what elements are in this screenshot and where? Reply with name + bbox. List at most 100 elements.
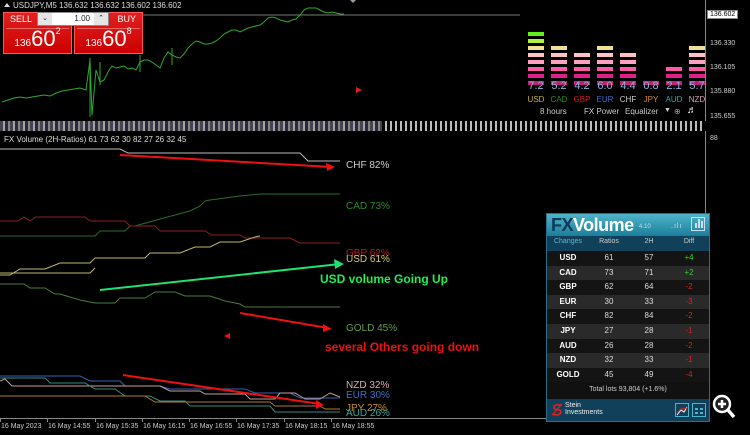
equalizer-currency-chf: CHF <box>619 95 637 104</box>
cell-h2: 71 <box>644 267 654 277</box>
sound-icon[interactable]: ♬ <box>687 105 697 116</box>
lot-size-input[interactable]: 1.00 <box>74 14 90 23</box>
fx-power-equalizer: 7.2 USD 5.2 CAD 4.2 GBP 6.0 EUR 4.4 CHF 0.8 JPY 2.1 A… <box>519 12 706 120</box>
equalizer-currency-nzd: NZD <box>688 95 706 104</box>
equalizer-segment <box>665 66 683 72</box>
equalizer-segment <box>596 52 614 58</box>
equalizer-value-jpy: 0.8 <box>643 80 659 92</box>
fx-volume-panel: FXVolume 4.10 .ılı Changes Ratios 2H Dif… <box>546 213 710 422</box>
equalizer-value-chf: 4.4 <box>620 80 636 92</box>
chevron-down-icon[interactable]: ⌄ <box>38 13 52 25</box>
table-row[interactable]: CHF 82 84 -2 <box>547 309 709 324</box>
trend-chart-icon[interactable] <box>675 403 689 417</box>
volume-ratio-lines <box>0 148 344 413</box>
equalizer-segment <box>596 80 614 86</box>
equalizer-segment <box>596 66 614 72</box>
chf-label: CHF 82% <box>346 160 390 171</box>
price-axis: 136.602 136.330 136.105 135.880 135.655 <box>705 0 750 121</box>
chevron-up-icon[interactable]: ⌃ <box>94 13 108 25</box>
equalizer-segment <box>619 73 637 79</box>
equalizer-segment <box>527 31 545 37</box>
cell-currency: JPY <box>560 326 576 335</box>
equalizer-segment <box>596 45 614 51</box>
dropdown-arrow-icon[interactable]: ▼ <box>664 107 671 114</box>
equalizer-value-usd: 7.2 <box>528 80 544 92</box>
equalizer-bar-cad <box>550 44 568 86</box>
nzd-label: NZD 32% <box>346 380 390 391</box>
table-row[interactable]: EUR 30 33 -3 <box>547 294 709 310</box>
crosshair-icon[interactable]: ⊕ <box>674 107 681 116</box>
cell-h2: 28 <box>644 326 654 335</box>
divider <box>6 28 69 29</box>
equalizer-segment <box>550 80 568 86</box>
equalizer-segment <box>619 66 637 72</box>
table-row[interactable]: JPY 27 28 -1 <box>547 324 709 339</box>
table-row[interactable]: AUD 26 28 -2 <box>547 338 709 354</box>
equalizer-value-aud: 2.1 <box>666 80 682 92</box>
collapse-triangle-icon[interactable] <box>4 3 10 7</box>
cell-h2: 84 <box>644 311 654 321</box>
equalizer-currency-eur: EUR <box>596 95 614 104</box>
equalizer-segment <box>665 73 683 79</box>
cell-ratio: 73 <box>604 267 614 277</box>
cell-h2: 49 <box>644 369 654 379</box>
fx-volume-indicator-pane[interactable]: CHF 82% CAD 73% GBP 62% USD 61% GOLD 45%… <box>0 131 705 419</box>
equalizer-segment <box>688 52 706 58</box>
equalizer-currency-jpy: JPY <box>643 95 659 104</box>
buy-label: BUY <box>117 14 136 24</box>
table-row[interactable]: CAD 73 71 +2 <box>547 265 709 281</box>
equalizer-segment <box>688 73 706 79</box>
zoom-in-icon[interactable] <box>712 394 736 420</box>
fx-volume-header: FXVolume 4.10 .ılı <box>547 214 709 236</box>
equalizer-segment <box>573 59 591 65</box>
annotation-others-down: several Others going down <box>325 340 480 354</box>
lot-size-stepper[interactable]: ⌄ 1.00 ⌃ <box>37 12 109 26</box>
equalizer-segment <box>619 59 637 65</box>
version-label: 4.10 <box>639 224 651 230</box>
fx-volume-footer: Stein Investments <box>547 399 709 421</box>
bar-chart-icon[interactable] <box>691 217 705 231</box>
equalizer-currency-cad: CAD <box>550 95 568 104</box>
cell-currency: CHF <box>559 311 577 321</box>
equalizer-bar-gbp <box>573 51 591 86</box>
indicator-axis: 88 <box>705 131 750 418</box>
equalizer-segment <box>619 52 637 58</box>
equalizer-currency-aud: AUD <box>665 95 683 104</box>
view-selector[interactable]: Equalizer <box>625 107 659 116</box>
jpy-label: JPY 27% <box>346 403 387 414</box>
cell-currency: GBP <box>559 282 577 292</box>
table-row[interactable]: NZD 32 33 -1 <box>547 353 709 368</box>
pane-separator[interactable] <box>0 121 705 131</box>
one-click-trading-panel: SELL 136602 BUY 136608 ⌄ 1.00 ⌃ <box>3 12 143 54</box>
equalizer-segment <box>688 59 706 65</box>
gbp-label: GBP 62% <box>346 248 390 259</box>
equalizer-segment <box>688 66 706 72</box>
table-row[interactable]: USD 61 57 +4 <box>547 251 709 266</box>
equalizer-segment <box>527 52 545 58</box>
total-lots: Total lots 93,804 (+1.6%) <box>589 386 667 393</box>
divider <box>77 28 140 29</box>
table-header: Changes Ratios 2H Diff <box>547 236 709 251</box>
period-selector[interactable]: 8 hours <box>540 107 567 116</box>
price-candles <box>1 0 520 117</box>
table-row[interactable]: GOLD 45 49 -4 <box>547 367 709 383</box>
cell-diff: -2 <box>685 340 693 350</box>
equalizer-segment <box>550 45 568 51</box>
cell-currency: NZD <box>559 355 577 365</box>
equalizer-segment <box>527 80 545 86</box>
equalizer-value-eur: 6.0 <box>597 80 613 92</box>
buy-price: 136608 <box>85 26 132 51</box>
mode-label[interactable]: FX Power <box>584 107 620 116</box>
equalizer-bar-eur <box>596 44 614 86</box>
grid-icon[interactable] <box>692 403 706 417</box>
cell-currency: CAD <box>559 267 577 277</box>
equalizer-value-cad: 5.2 <box>551 80 567 92</box>
cell-ratio: 30 <box>604 296 614 306</box>
table-row[interactable]: GBP 62 64 -2 <box>547 280 709 295</box>
equalizer-bar-usd <box>527 30 545 86</box>
symbol-info: USDJPY,M5 136.632 136.632 136.602 136.60… <box>4 1 181 10</box>
equalizer-currency-gbp: GBP <box>573 95 591 104</box>
cell-ratio: 27 <box>604 326 614 335</box>
equalizer-segment <box>550 66 568 72</box>
equalizer-segment <box>573 73 591 79</box>
